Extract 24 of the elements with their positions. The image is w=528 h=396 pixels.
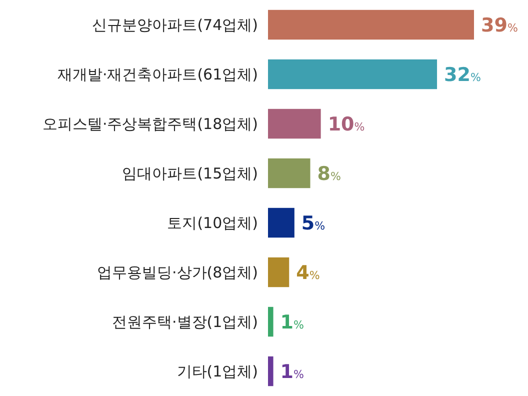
data-label: 4% <box>296 262 320 284</box>
y-tick-label: 임대아파트(15업체) <box>122 164 258 182</box>
bar <box>268 59 438 90</box>
data-label: 1% <box>280 311 304 334</box>
y-tick-label: 기타(1업체) <box>176 362 258 380</box>
bar <box>268 10 474 40</box>
y-tick-label: 재개발·재건축아파트(61업체) <box>57 66 258 84</box>
data-label: 32% <box>444 64 481 86</box>
bar <box>268 158 310 188</box>
bar <box>268 306 274 337</box>
y-tick-label: 전원주택·별장(1업체) <box>112 313 258 331</box>
data-label: 8% <box>317 162 341 185</box>
y-tick-label: 업무용빌딩·상가(8업체) <box>96 264 258 282</box>
y-tick-label: 토지(10업체) <box>167 214 258 232</box>
data-label: 10% <box>328 113 365 136</box>
bar <box>268 257 290 288</box>
data-label: 1% <box>280 360 304 383</box>
data-label: 5% <box>301 212 326 234</box>
y-tick-label: 오피스텔·주상복합주택(18업체) <box>42 115 258 133</box>
bar <box>268 108 321 139</box>
bar <box>268 356 274 386</box>
bar <box>268 208 294 238</box>
y-tick-label: 신규분양아파트(74업체) <box>92 16 258 34</box>
data-label: 39% <box>481 14 518 36</box>
